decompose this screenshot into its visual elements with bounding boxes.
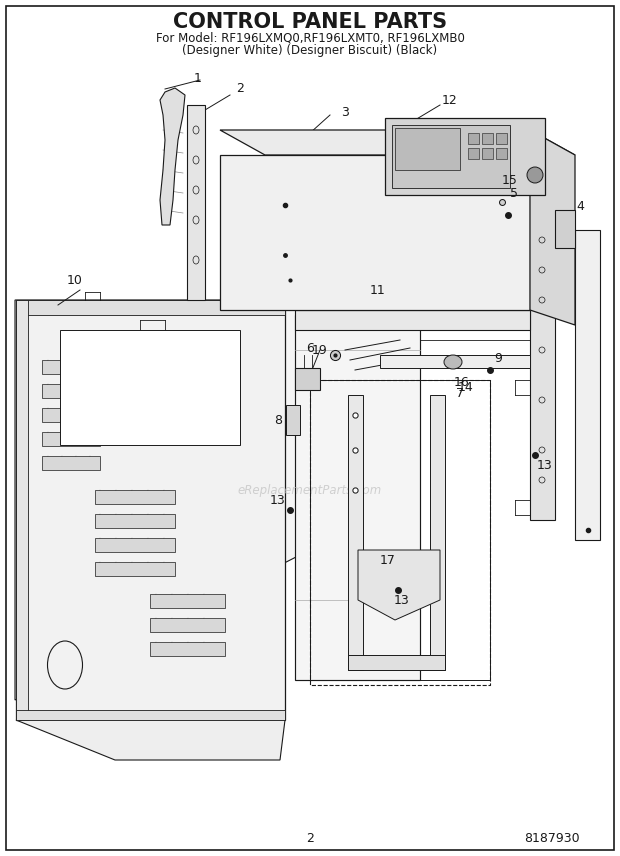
Polygon shape (530, 130, 575, 325)
Polygon shape (220, 130, 575, 155)
Polygon shape (496, 133, 507, 144)
Polygon shape (468, 148, 479, 159)
Polygon shape (575, 230, 600, 540)
Polygon shape (348, 395, 363, 670)
Polygon shape (16, 300, 285, 315)
Text: 6: 6 (306, 342, 314, 354)
Polygon shape (295, 315, 420, 680)
Polygon shape (16, 710, 285, 720)
Polygon shape (42, 456, 100, 470)
Ellipse shape (444, 355, 462, 369)
Polygon shape (385, 118, 545, 195)
Polygon shape (392, 125, 510, 188)
Text: eReplacementParts.com: eReplacementParts.com (238, 484, 382, 496)
Polygon shape (348, 655, 445, 670)
Text: 3: 3 (341, 105, 349, 118)
Polygon shape (187, 105, 205, 300)
Polygon shape (482, 148, 493, 159)
Text: CONTROL PANEL PARTS: CONTROL PANEL PARTS (173, 12, 447, 32)
Polygon shape (95, 490, 175, 504)
Polygon shape (42, 432, 100, 446)
Polygon shape (150, 642, 225, 656)
Text: 2: 2 (236, 81, 244, 94)
Text: 8: 8 (274, 413, 282, 426)
Polygon shape (95, 562, 175, 576)
Text: 13: 13 (394, 593, 410, 607)
Text: 2: 2 (306, 831, 314, 845)
Text: 17: 17 (380, 554, 396, 567)
Polygon shape (468, 133, 479, 144)
Polygon shape (496, 148, 507, 159)
Text: 11: 11 (370, 283, 386, 296)
Polygon shape (16, 300, 28, 720)
Polygon shape (16, 720, 285, 760)
Text: 13: 13 (270, 494, 286, 507)
Polygon shape (150, 594, 225, 608)
Polygon shape (160, 88, 185, 225)
Polygon shape (295, 368, 320, 390)
Text: 19: 19 (312, 343, 328, 356)
Text: 12: 12 (442, 93, 458, 106)
Text: 15: 15 (502, 174, 518, 187)
Text: 9: 9 (494, 352, 502, 365)
Polygon shape (482, 133, 493, 144)
Text: 16: 16 (454, 376, 470, 389)
Text: (Designer White) (Designer Biscuit) (Black): (Designer White) (Designer Biscuit) (Bla… (182, 44, 438, 56)
Polygon shape (358, 550, 440, 620)
Polygon shape (15, 300, 300, 700)
Polygon shape (380, 355, 530, 368)
Text: For Model: RF196LXMQ0,RF196LXMT0, RF196LXMB0: For Model: RF196LXMQ0,RF196LXMT0, RF196L… (156, 32, 464, 45)
Polygon shape (555, 210, 575, 248)
Text: 1: 1 (194, 72, 202, 85)
Ellipse shape (527, 167, 543, 183)
Text: 14: 14 (458, 381, 474, 394)
Text: 7: 7 (456, 387, 464, 400)
Polygon shape (286, 405, 300, 435)
Polygon shape (530, 200, 555, 520)
Polygon shape (150, 618, 225, 632)
Polygon shape (42, 408, 100, 422)
Text: 5: 5 (510, 187, 518, 199)
Polygon shape (430, 395, 445, 670)
Text: 10: 10 (67, 274, 83, 287)
Polygon shape (95, 538, 175, 552)
Text: 13: 13 (537, 459, 553, 472)
Text: 4: 4 (576, 199, 584, 212)
Polygon shape (220, 155, 530, 310)
Polygon shape (395, 128, 460, 170)
Polygon shape (95, 514, 175, 528)
Polygon shape (16, 300, 285, 720)
Text: 8187930: 8187930 (525, 831, 580, 845)
Polygon shape (60, 330, 240, 445)
Polygon shape (42, 384, 100, 398)
Polygon shape (42, 360, 100, 374)
Polygon shape (295, 310, 530, 330)
